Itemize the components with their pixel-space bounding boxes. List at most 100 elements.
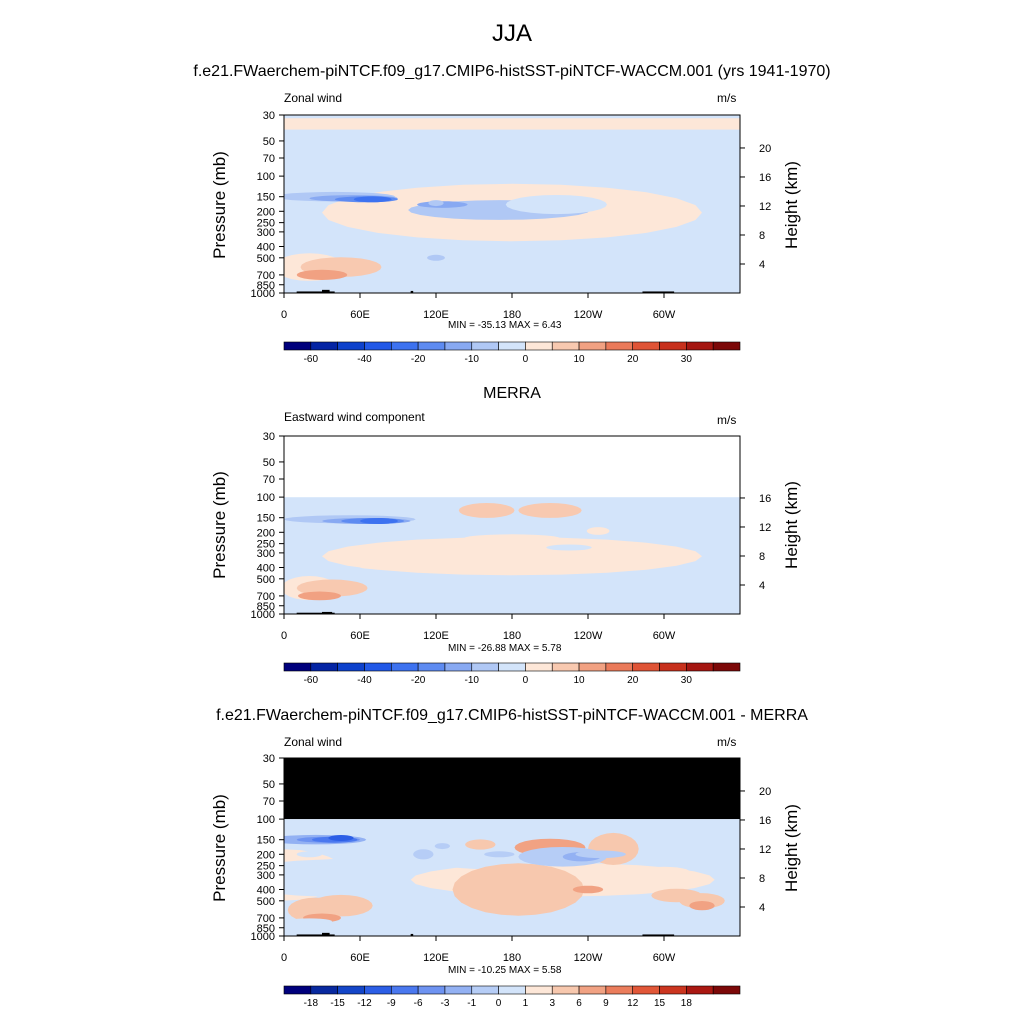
panel-2-ptick-label-10: 700 xyxy=(257,591,275,603)
panel-2-xtick-label-4: 120W xyxy=(574,630,603,642)
colorbar-2-label-0: -60 xyxy=(304,675,319,686)
colorbar-1-box-5 xyxy=(417,341,446,351)
panel-2-title: MERRA xyxy=(483,385,541,402)
panel-3-contour-22 xyxy=(575,850,626,859)
colorbar-2-box-15 xyxy=(686,662,714,672)
panel-3-terrain-0 xyxy=(296,934,335,936)
panel-3-htick-label-1: 8 xyxy=(759,873,765,885)
panel-1-ptick-label-0: 30 xyxy=(263,110,275,122)
panel-2-contour-2 xyxy=(360,564,512,571)
panel-1-ptick-label-3: 100 xyxy=(257,171,275,183)
colorbar-3-label-12: 12 xyxy=(627,998,639,1009)
panel-3-ptick-label-6: 250 xyxy=(257,861,275,873)
panel-3-ptick-label-9: 500 xyxy=(257,896,275,908)
panel-3-htick-label-2: 12 xyxy=(759,844,771,856)
panel-3-xtick-label-5: 60W xyxy=(653,952,676,964)
colorbar-1-label-7: 30 xyxy=(681,354,693,365)
panel-1-contour-0 xyxy=(284,190,307,240)
colorbar-2-label-6: 20 xyxy=(627,675,639,686)
panel-1-xtick-label-1: 60E xyxy=(350,309,370,321)
panel-1-xtick-label-5: 60W xyxy=(653,309,676,321)
panel-3-contour-7 xyxy=(328,835,354,841)
panel-1-xtick-label-2: 120E xyxy=(423,309,449,321)
panel-2-min-max: MIN = -26.88 MAX = 5.78 xyxy=(448,643,562,654)
panel-2-contour-6 xyxy=(360,518,398,524)
panel-2-ptick-label-8: 400 xyxy=(257,562,275,574)
panel-1-ptick-label-7: 300 xyxy=(257,227,275,239)
colorbar-1-box-7 xyxy=(471,341,499,351)
colorbar-1-box-9 xyxy=(525,341,553,351)
colorbar-3-box-4 xyxy=(390,985,419,995)
colorbar-2-box-1 xyxy=(310,662,338,672)
colorbar-2-box-8 xyxy=(498,662,526,672)
colorbar-3-label-3: -9 xyxy=(387,998,396,1009)
colorbar-1-box-14 xyxy=(659,341,687,351)
panel-2-contours xyxy=(284,497,740,614)
colorbar-3-box-7 xyxy=(471,985,499,995)
colorbar-1-label-3: -10 xyxy=(465,354,480,365)
panel-1-contour-14 xyxy=(553,203,585,209)
panel-2-contour-1 xyxy=(322,537,702,576)
panel-2-contour-14 xyxy=(586,527,610,535)
panel-1-contour-2 xyxy=(370,223,502,230)
colorbar-3-box-13 xyxy=(632,985,660,995)
panel-2-ptick-label-4: 150 xyxy=(257,513,275,525)
panel-1-ptick-label-11: 850 xyxy=(257,280,275,292)
panel-2-contour-15 xyxy=(429,592,443,599)
colorbar-1-label-5: 10 xyxy=(573,354,585,365)
colorbar-3-box-8 xyxy=(498,985,526,995)
panel-3-xtick-label-1: 60E xyxy=(350,952,370,964)
colorbar-3-label-13: 15 xyxy=(654,998,666,1009)
colorbar-2-box-5 xyxy=(417,662,446,672)
panel-3-min-max: MIN = -10.25 MAX = 5.58 xyxy=(448,965,562,976)
main-title: JJA xyxy=(491,20,532,47)
panel-2-ptick-label-12: 1000 xyxy=(251,609,275,621)
colorbar-2-box-6 xyxy=(444,662,473,672)
colorbar-2-label-4: 0 xyxy=(523,675,529,686)
colorbar-3-box-14 xyxy=(659,985,687,995)
panel-2-xtick-label-0: 0 xyxy=(281,630,287,642)
panel-1-contour-13 xyxy=(428,200,444,207)
panel-3-xtick-label-0: 0 xyxy=(281,952,287,964)
panel-1-htick-label-1: 8 xyxy=(759,230,765,242)
panel-3-contour-11 xyxy=(465,839,496,850)
panel-3-contour-14 xyxy=(379,916,455,927)
colorbar-3-label-9: 3 xyxy=(549,998,555,1009)
panel-3-terrain-1 xyxy=(322,932,330,936)
panel-3-contours xyxy=(284,819,740,936)
colorbar-3-label-5: -3 xyxy=(440,998,449,1009)
panel-1-xtick-label-3: 180 xyxy=(503,309,521,321)
panel-2-contour-0 xyxy=(284,535,310,571)
panel-3-ptick-label-4: 150 xyxy=(257,835,275,847)
panel-1-contour-6 xyxy=(353,196,392,203)
colorbar-1-box-3 xyxy=(364,341,392,351)
panel-2-contour-13 xyxy=(546,544,592,551)
colorbar-2-box-7 xyxy=(471,662,499,672)
panel-2-ptick-label-9: 500 xyxy=(257,574,275,586)
colorbar-3-box-5 xyxy=(417,985,446,995)
colorbar-1-label-1: -40 xyxy=(357,354,372,365)
panel-3-xtick-label-2: 120E xyxy=(423,952,449,964)
panel-3-ptick-label-2: 70 xyxy=(263,796,275,808)
colorbar-1-label-0: -60 xyxy=(304,354,319,365)
panel-2-ptick-label-0: 30 xyxy=(263,431,275,443)
colorbar-2-box-0 xyxy=(283,662,312,672)
panel-1-ptick-label-1: 50 xyxy=(263,136,275,148)
panel-3-ptick-label-3: 100 xyxy=(257,814,275,826)
colorbar-1-box-6 xyxy=(444,341,473,351)
panel-3-htick-label-0: 4 xyxy=(759,902,765,914)
colorbar-1-box-10 xyxy=(551,341,580,351)
panel-1-xtick-label-4: 120W xyxy=(574,309,603,321)
panel-3-ptick-label-5: 200 xyxy=(257,849,275,861)
colorbar-2-box-11 xyxy=(578,662,607,672)
panel-3-contour-18 xyxy=(484,851,515,858)
panel-3-terrain-3 xyxy=(642,934,675,936)
panel-2-htick-label-3: 16 xyxy=(759,493,771,505)
colorbar-1-box-11 xyxy=(578,341,607,351)
panel-1-htick-label-2: 12 xyxy=(759,201,771,213)
panel-2-ptick-label-3: 100 xyxy=(257,492,275,504)
panel-3-contour-29 xyxy=(286,918,333,925)
panel-2-htick-label-2: 12 xyxy=(759,522,771,534)
colorbar-3-box-15 xyxy=(686,985,714,995)
